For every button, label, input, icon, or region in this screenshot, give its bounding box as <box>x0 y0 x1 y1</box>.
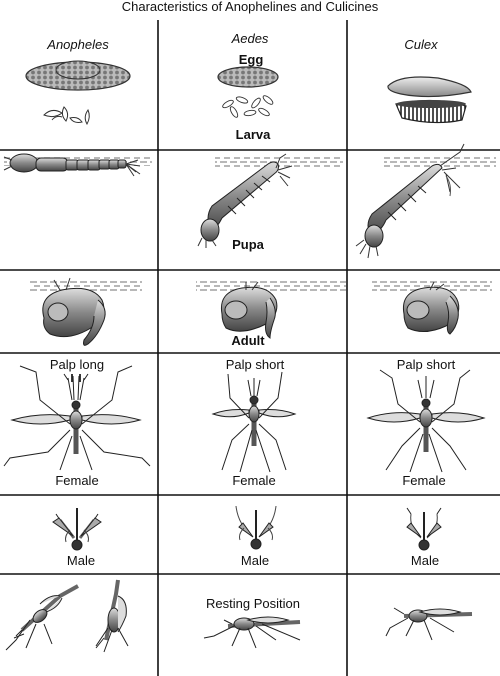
female-label-culex: Female <box>402 473 446 488</box>
aedes-resting <box>203 616 301 649</box>
page-title: Characteristics of Anophelines and Culic… <box>121 0 379 14</box>
anopheles-pupa <box>42 277 106 346</box>
column-header-aedes: Aedes <box>231 31 269 46</box>
anopheles-female <box>3 365 151 471</box>
culex-larva <box>355 143 465 259</box>
aedes-larva <box>197 153 293 248</box>
male-label-aedes: Male <box>240 553 270 568</box>
palp-label-culex: Palp short <box>396 357 456 372</box>
culex-female <box>366 369 486 473</box>
anopheles-eggs <box>25 60 131 126</box>
stage-label-larva: Larva <box>235 127 271 142</box>
aedes-female <box>211 371 297 473</box>
anopheles-larva <box>3 153 141 177</box>
female-label-anopheles: Female <box>55 473 99 488</box>
column-header-anopheles: Anopheles <box>47 37 109 52</box>
female-label-aedes: Female <box>232 473 276 488</box>
culex-pupa <box>402 281 460 335</box>
anopheles-resting <box>5 584 79 651</box>
grid-lines <box>0 20 500 676</box>
stage-label-pupa: Pupa <box>232 237 264 252</box>
aedes-eggs <box>217 66 279 118</box>
male-label-anopheles: Male <box>66 553 96 568</box>
column-header-culex: Culex <box>404 37 438 52</box>
palp-label-anopheles: Palp long <box>49 357 105 372</box>
culex-egg-raft <box>387 76 472 124</box>
anopheles-resting-2 <box>95 579 129 653</box>
stage-label-egg: Egg <box>238 52 264 67</box>
palp-label-aedes: Palp short <box>225 357 285 372</box>
anopheles-male-head <box>52 508 102 551</box>
resting-position-label: Resting Position <box>206 596 300 611</box>
stage-label-adult: Adult <box>231 333 265 348</box>
male-label-culex: Male <box>410 553 440 568</box>
culex-resting <box>385 607 473 641</box>
aedes-pupa <box>220 281 278 339</box>
aedes-male-head <box>235 505 277 550</box>
culex-male-head <box>406 507 442 551</box>
